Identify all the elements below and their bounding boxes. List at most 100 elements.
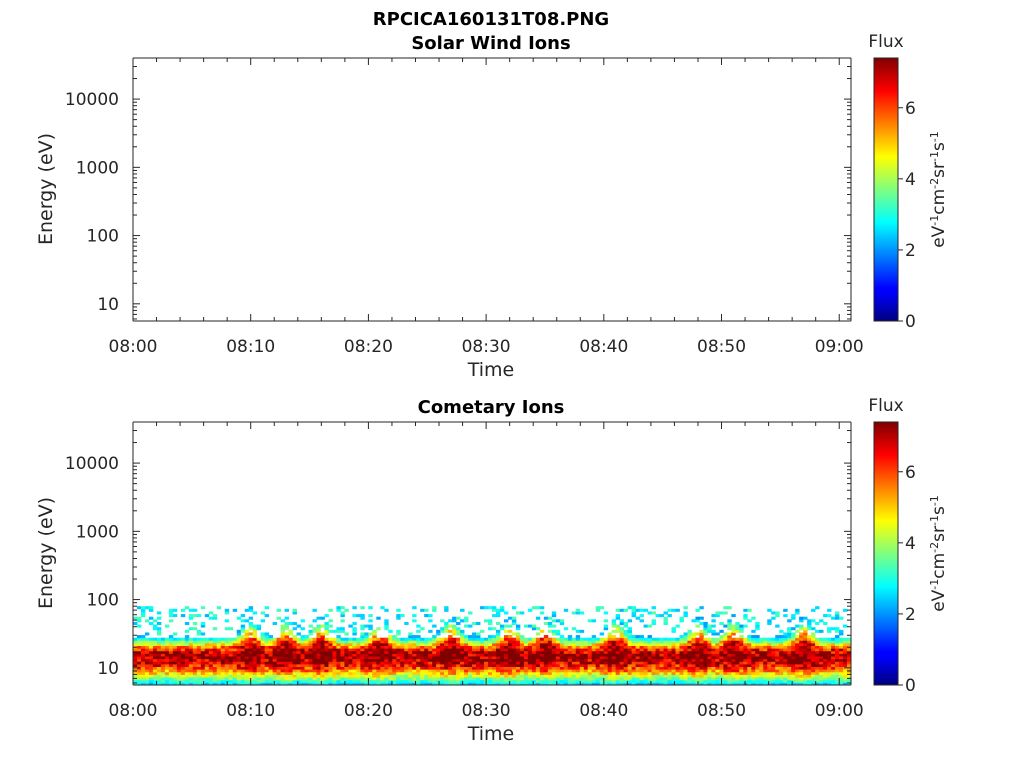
heatmap-cell bbox=[587, 653, 593, 657]
heatmap-cell bbox=[831, 669, 836, 673]
heatmap-cell bbox=[388, 648, 393, 652]
heatmap-cell bbox=[743, 616, 748, 620]
heatmap-cell bbox=[396, 677, 401, 681]
heatmap-cell bbox=[687, 656, 692, 660]
heatmap-cell bbox=[156, 677, 162, 681]
heatmap-cell bbox=[340, 658, 345, 662]
heatmap-cell bbox=[268, 658, 274, 662]
heatmap-cell bbox=[176, 679, 182, 683]
heatmap-cell bbox=[440, 679, 445, 683]
heatmap-cell bbox=[799, 640, 804, 644]
heatmap-cell bbox=[216, 653, 222, 657]
heatmap-cell bbox=[835, 674, 840, 678]
heatmap-cell bbox=[260, 679, 266, 683]
heatmap-cell bbox=[480, 661, 485, 665]
heatmap-cell bbox=[791, 642, 796, 646]
heatmap-cell bbox=[671, 658, 676, 662]
heatmap-cell bbox=[164, 656, 170, 660]
heatmap-cell bbox=[468, 671, 473, 675]
heatmap-cell bbox=[775, 645, 780, 649]
heatmap-cell bbox=[436, 658, 441, 662]
heatmap-cell bbox=[555, 663, 561, 668]
heatmap-cell bbox=[440, 650, 445, 654]
heatmap-cell bbox=[531, 679, 537, 683]
heatmap-cell bbox=[563, 679, 569, 683]
heatmap-cell bbox=[827, 640, 832, 644]
heatmap-cell bbox=[675, 608, 680, 612]
heatmap-cell bbox=[464, 679, 469, 683]
heatmap-cell bbox=[827, 674, 832, 678]
heatmap-cell bbox=[571, 663, 577, 668]
heatmap-cell bbox=[715, 674, 720, 678]
heatmap-cell bbox=[424, 656, 429, 660]
heatmap-cell bbox=[188, 677, 194, 681]
heatmap-cell bbox=[236, 656, 242, 660]
heatmap-cell bbox=[340, 648, 345, 652]
heatmap-cell bbox=[675, 677, 680, 681]
heatmap-cell bbox=[687, 632, 692, 636]
heatmap-cell bbox=[188, 671, 194, 675]
heatmap-cell bbox=[515, 661, 521, 665]
heatmap-cell bbox=[675, 640, 680, 644]
heatmap-cell bbox=[643, 656, 648, 660]
heatmap-cell bbox=[671, 671, 676, 675]
heatmap-cell bbox=[807, 677, 812, 681]
heatmap-cell bbox=[739, 629, 744, 633]
heatmap-cell bbox=[523, 682, 529, 686]
heatmap-cell bbox=[396, 650, 401, 654]
heatmap-cell bbox=[272, 669, 277, 673]
heatmap-cell bbox=[448, 674, 453, 678]
heatmap-cell bbox=[156, 658, 162, 662]
heatmap-cell bbox=[136, 619, 142, 623]
heatmap-cell bbox=[260, 663, 266, 668]
heatmap-cell bbox=[659, 614, 664, 618]
heatmap-cell bbox=[240, 635, 246, 639]
heatmap-cell bbox=[663, 658, 668, 662]
heatmap-cell bbox=[519, 674, 525, 678]
heatmap-cell bbox=[364, 648, 369, 652]
heatmap-cell bbox=[208, 658, 214, 662]
heatmap-cell bbox=[507, 661, 513, 665]
heatmap-cell bbox=[420, 645, 425, 649]
heatmap-cell bbox=[240, 645, 246, 649]
heatmap-cell bbox=[567, 658, 573, 662]
heatmap-cell bbox=[555, 661, 561, 665]
heatmap-cell bbox=[372, 674, 377, 678]
heatmap-cell bbox=[352, 629, 357, 633]
heatmap-cell bbox=[827, 656, 832, 660]
heatmap-cell bbox=[312, 627, 317, 631]
heatmap-cell bbox=[639, 642, 644, 646]
heatmap-cell bbox=[256, 645, 262, 649]
heatmap-cell bbox=[587, 677, 593, 681]
heatmap-cell bbox=[583, 658, 589, 662]
heatmap-cell bbox=[539, 606, 545, 610]
heatmap-cell bbox=[404, 656, 409, 660]
heatmap-cell bbox=[284, 648, 289, 652]
heatmap-cell bbox=[368, 642, 373, 646]
heatmap-cell bbox=[523, 677, 529, 681]
heatmap-cell bbox=[380, 640, 385, 644]
heatmap-cell bbox=[316, 637, 321, 641]
heatmap-cell bbox=[172, 682, 178, 686]
heatmap-cell bbox=[452, 669, 457, 673]
heatmap-cell bbox=[176, 677, 182, 681]
heatmap-cell bbox=[352, 661, 357, 665]
heatmap-cell bbox=[388, 663, 393, 668]
heatmap-cell bbox=[300, 653, 305, 657]
heatmap-cell bbox=[739, 658, 744, 662]
heatmap-cell bbox=[787, 656, 792, 660]
heatmap-cell bbox=[244, 682, 250, 686]
heatmap-cell bbox=[531, 674, 537, 678]
heatmap-cell bbox=[376, 669, 381, 673]
heatmap-cell bbox=[515, 677, 521, 681]
heatmap-cell bbox=[200, 632, 206, 636]
heatmap-cell bbox=[499, 645, 505, 649]
heatmap-cell bbox=[133, 661, 138, 665]
heatmap-cell bbox=[555, 674, 561, 678]
heatmap-cell bbox=[511, 669, 517, 673]
heatmap-cell bbox=[472, 645, 477, 649]
heatmap-cell bbox=[272, 640, 277, 644]
heatmap-cell bbox=[308, 640, 313, 644]
heatmap-cell bbox=[679, 679, 684, 683]
heatmap-cell bbox=[204, 679, 210, 683]
